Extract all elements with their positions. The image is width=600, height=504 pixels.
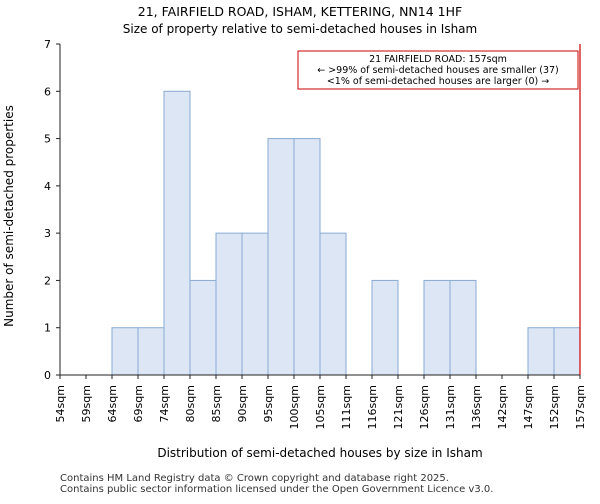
histogram-bar [111,327,139,376]
histogram-bar [267,138,295,376]
y-tick-label: 2 [44,274,51,287]
x-tick-label: 69sqm [132,385,145,422]
chart-subtitle: Size of property relative to semi-detach… [123,22,477,36]
y-axis: 0 1 2 3 4 5 6 7 [44,38,61,382]
x-tick-label: 111sqm [340,385,353,429]
x-tick-label: 126sqm [418,385,431,429]
x-tick-label: 152sqm [548,385,561,429]
x-tick-label: 157sqm [574,385,587,429]
x-tick-label: 64sqm [106,385,119,422]
chart-title: 21, FAIRFIELD ROAD, ISHAM, KETTERING, NN… [138,4,462,19]
x-axis-label: Distribution of semi-detached houses by … [157,446,482,460]
y-axis-label: Number of semi-detached properties [2,105,16,327]
histogram-bar [137,327,165,376]
annotation-line-2: ← >99% of semi-detached houses are small… [317,65,559,76]
histogram-bar [423,279,451,376]
y-tick-label: 3 [44,227,51,240]
x-tick-label: 142sqm [496,385,509,429]
y-tick-label: 5 [44,133,51,146]
histogram-bar [189,279,217,376]
histogram-bar [449,279,477,376]
x-tick-label: 95sqm [262,385,275,422]
x-tick-label: 59sqm [80,385,93,422]
annotation-line-1: 21 FAIRFIELD ROAD: 157sqm [369,54,507,65]
histogram-bar [293,138,321,376]
footer-line-1: Contains HM Land Registry data © Crown c… [60,473,449,484]
x-tick-label: 54sqm [54,385,67,422]
footer-line-2: Contains public sector information licen… [60,484,494,495]
histogram-bar [553,327,581,376]
histogram-bar [371,279,399,376]
x-tick-label: 131sqm [444,385,457,429]
y-tick-label: 7 [44,38,51,51]
x-tick-label: 147sqm [522,385,535,429]
histogram-bar [215,232,243,376]
y-tick-label: 1 [44,322,51,335]
x-tick-label: 80sqm [184,385,197,422]
bars-group [111,90,581,376]
x-tick-label: 74sqm [158,385,171,422]
x-axis: 54sqm 59sqm 64sqm 69sqm 74sqm 80sqm 85sqm 90sqm… [54,374,587,429]
x-tick-label: 136sqm [470,385,483,429]
histogram-bar [319,232,347,376]
x-tick-label: 105sqm [314,385,327,429]
x-tick-label: 100sqm [288,385,301,429]
histogram-bar [163,90,191,376]
y-tick-label: 0 [44,369,51,382]
x-tick-label: 90sqm [236,385,249,422]
x-tick-label: 116sqm [366,385,379,429]
y-tick-label: 4 [44,180,51,193]
annotation-border [297,50,579,90]
annotation-box: 21 FAIRFIELD ROAD: 157sqm ← >99% of semi… [297,50,579,90]
y-tick-label: 6 [44,85,51,98]
x-tick-label: 121sqm [392,385,405,429]
histogram-bar [241,232,269,376]
x-tick-label: 85sqm [210,385,223,422]
annotation-line-3: <1% of semi-detached houses are larger (… [327,76,549,87]
histogram-bar [527,327,555,376]
